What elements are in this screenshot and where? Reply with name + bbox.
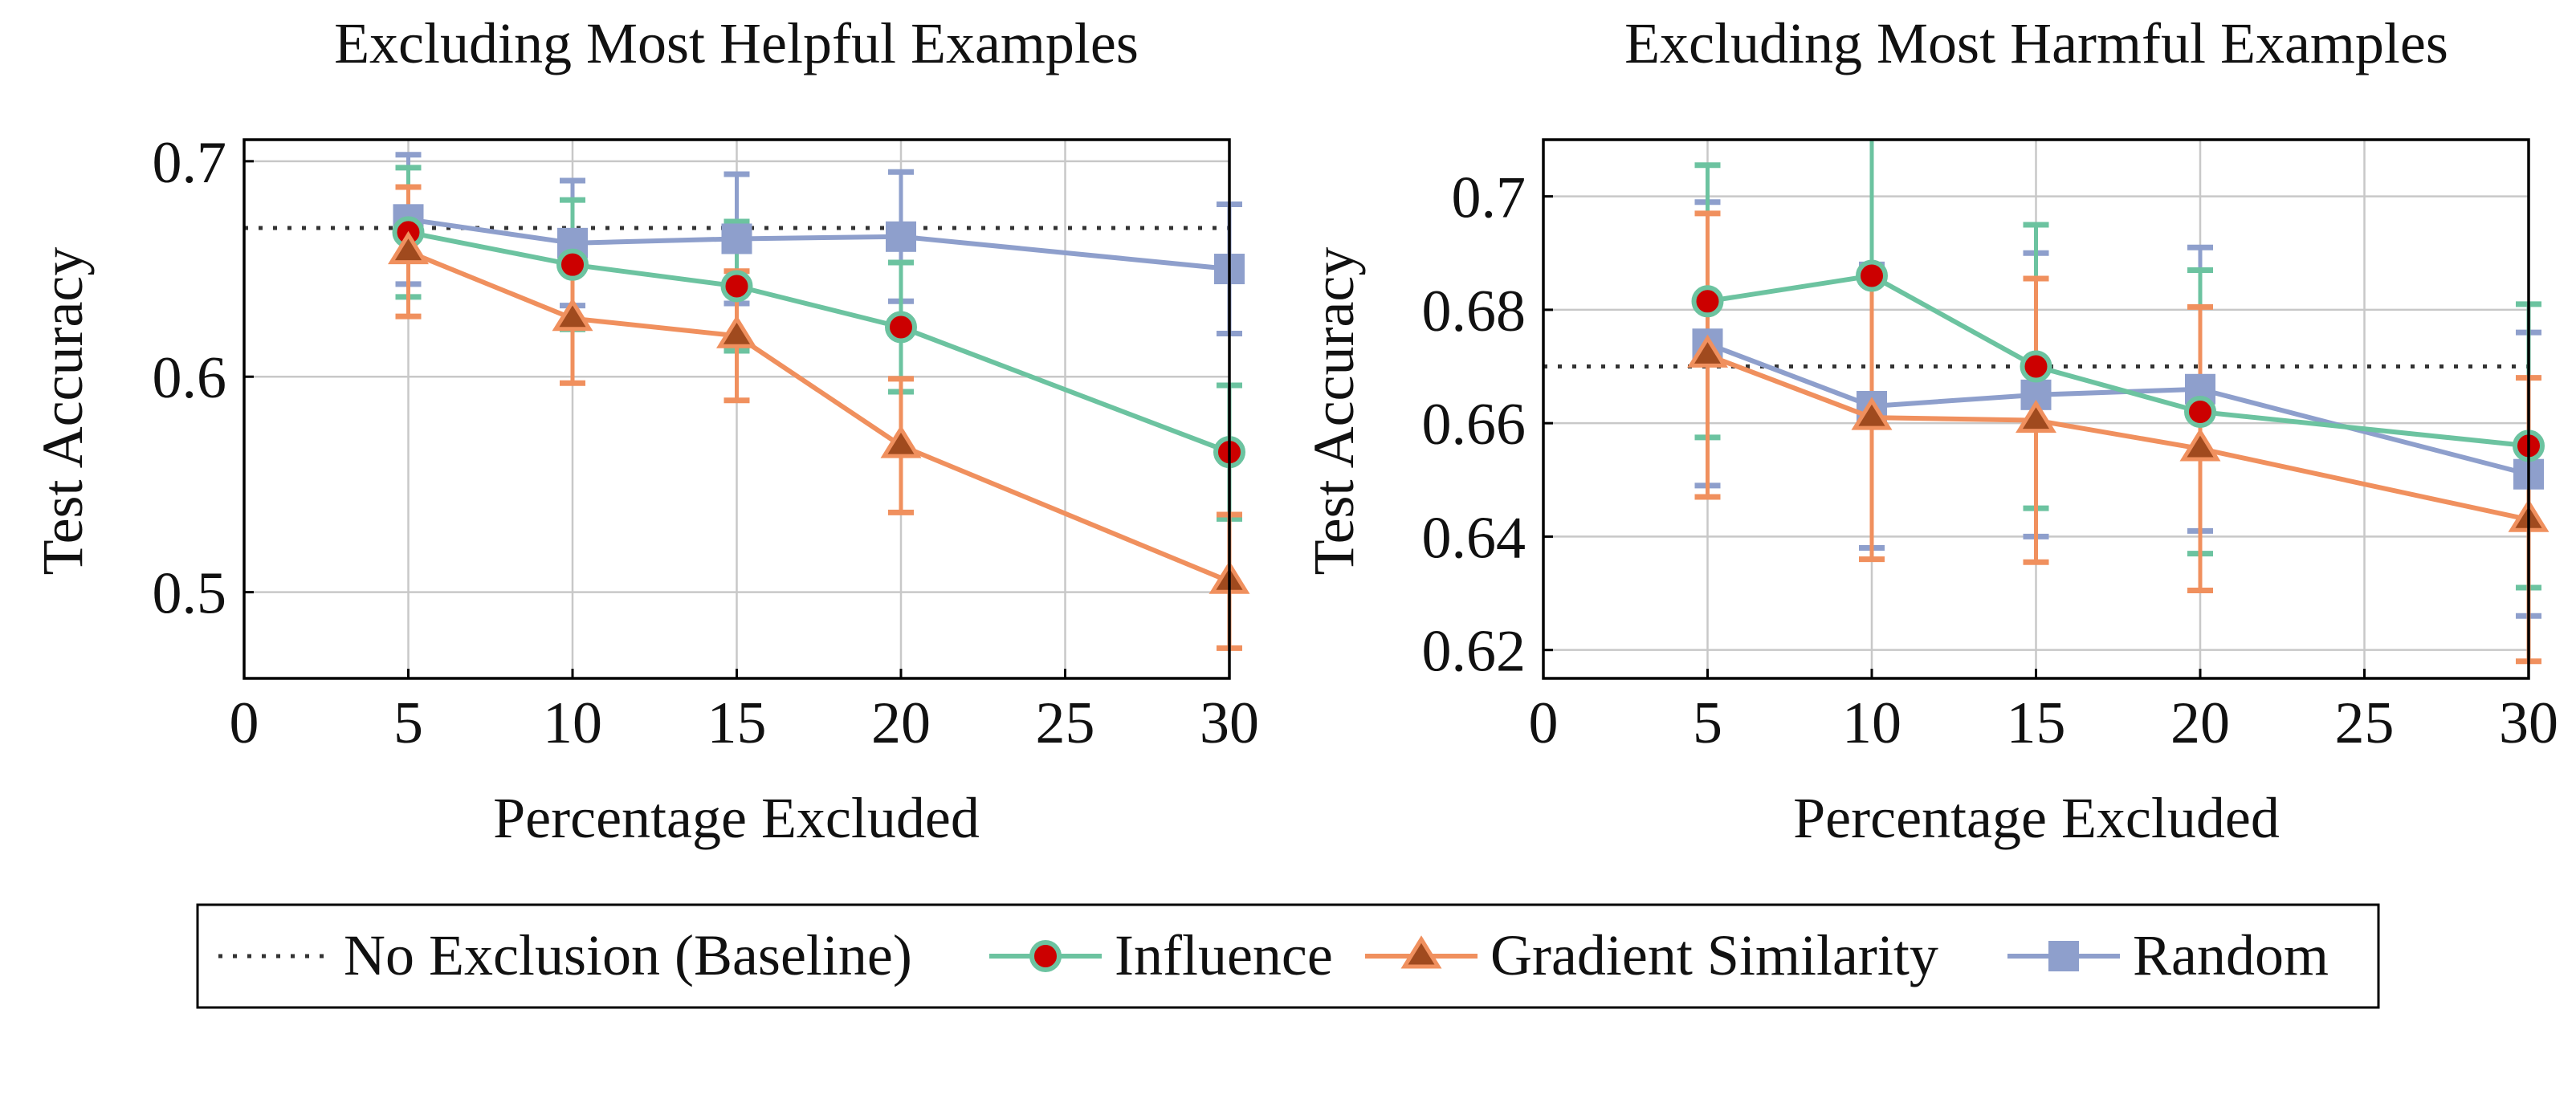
point-gradient <box>1687 334 1728 368</box>
legend-random-marker <box>2048 941 2079 971</box>
point-influence <box>2184 396 2216 429</box>
x-tick-label: 10 <box>543 690 602 756</box>
series-line-influence <box>1707 273 2529 449</box>
x-tick-label: 25 <box>2335 690 2395 756</box>
y-tick-label: 0.62 <box>1422 619 1526 685</box>
legend-gradient-marker <box>1400 935 1442 969</box>
y-tick-label: 0.64 <box>1422 505 1526 571</box>
point-influence <box>2020 350 2052 383</box>
x-tick-label: 20 <box>871 690 931 756</box>
x-axis-label-harmful: Percentage Excluded <box>1793 786 2280 850</box>
x-tick-label: 25 <box>1036 690 1095 756</box>
x-tick-label: 15 <box>707 690 767 756</box>
point-influence <box>1856 259 1888 292</box>
series-line-random <box>1706 341 2529 477</box>
legend-influence-label: Influence <box>1115 923 1333 987</box>
point-influence <box>720 270 753 303</box>
chart-harmful: Excluding Most Harmful Examples Percenta… <box>1302 11 2558 850</box>
point-gradient <box>716 315 757 348</box>
chart-title-harmful: Excluding Most Harmful Examples <box>1624 11 2448 75</box>
legend-gradient-label: Gradient Similarity <box>1490 923 1938 987</box>
y-tick-label: 0.7 <box>153 130 227 196</box>
x-tick-label: 20 <box>2170 690 2230 756</box>
legend: No Exclusion (Baseline) Influence Gradie… <box>196 903 2380 1009</box>
x-tick-label: 0 <box>1529 690 1559 756</box>
chart-title-helpful: Excluding Most Helpful Examples <box>334 11 1139 75</box>
point-influence <box>556 248 589 281</box>
point-gradient <box>880 425 922 458</box>
x-tick-label: 10 <box>1842 690 1901 756</box>
legend-baseline-label: No Exclusion (Baseline) <box>344 923 912 987</box>
series-line-gradient <box>407 249 1231 584</box>
chart-helpful: Excluding Most Helpful Examples Percenta… <box>31 11 1259 850</box>
y-tick-label: 0.5 <box>153 561 227 627</box>
x-tick-label: 30 <box>1200 690 1259 756</box>
point-gradient <box>2179 428 2221 462</box>
point-influence <box>885 311 917 344</box>
series-line-random <box>408 217 1230 272</box>
y-tick-label: 0.7 <box>1452 165 1526 231</box>
x-tick-label: 5 <box>393 690 423 756</box>
point-gradient <box>552 298 593 332</box>
point-gradient <box>2016 399 2056 434</box>
y-axis-label-helpful: Test Accuracy <box>31 247 95 576</box>
point-influence <box>1691 285 1724 318</box>
x-tick-label: 15 <box>2007 690 2066 756</box>
series-line-gradient <box>1706 352 2529 523</box>
point-random <box>886 221 916 252</box>
point-random <box>721 223 752 254</box>
x-axis-label-helpful: Percentage Excluded <box>493 786 980 850</box>
x-tick-label: 5 <box>1693 690 1722 756</box>
series-line-influence <box>407 230 1231 454</box>
x-tick-label: 0 <box>230 690 259 756</box>
y-tick-label: 0.66 <box>1422 392 1526 458</box>
point-gradient <box>1851 397 1893 430</box>
point-gradient <box>388 230 429 265</box>
y-tick-label: 0.6 <box>153 345 227 411</box>
y-axis-label-harmful: Test Accuracy <box>1302 247 1366 576</box>
legend-influence-marker <box>1029 940 1062 972</box>
x-tick-label: 30 <box>2499 690 2558 756</box>
y-tick-label: 0.68 <box>1422 279 1526 344</box>
legend-random-label: Random <box>2133 923 2329 987</box>
